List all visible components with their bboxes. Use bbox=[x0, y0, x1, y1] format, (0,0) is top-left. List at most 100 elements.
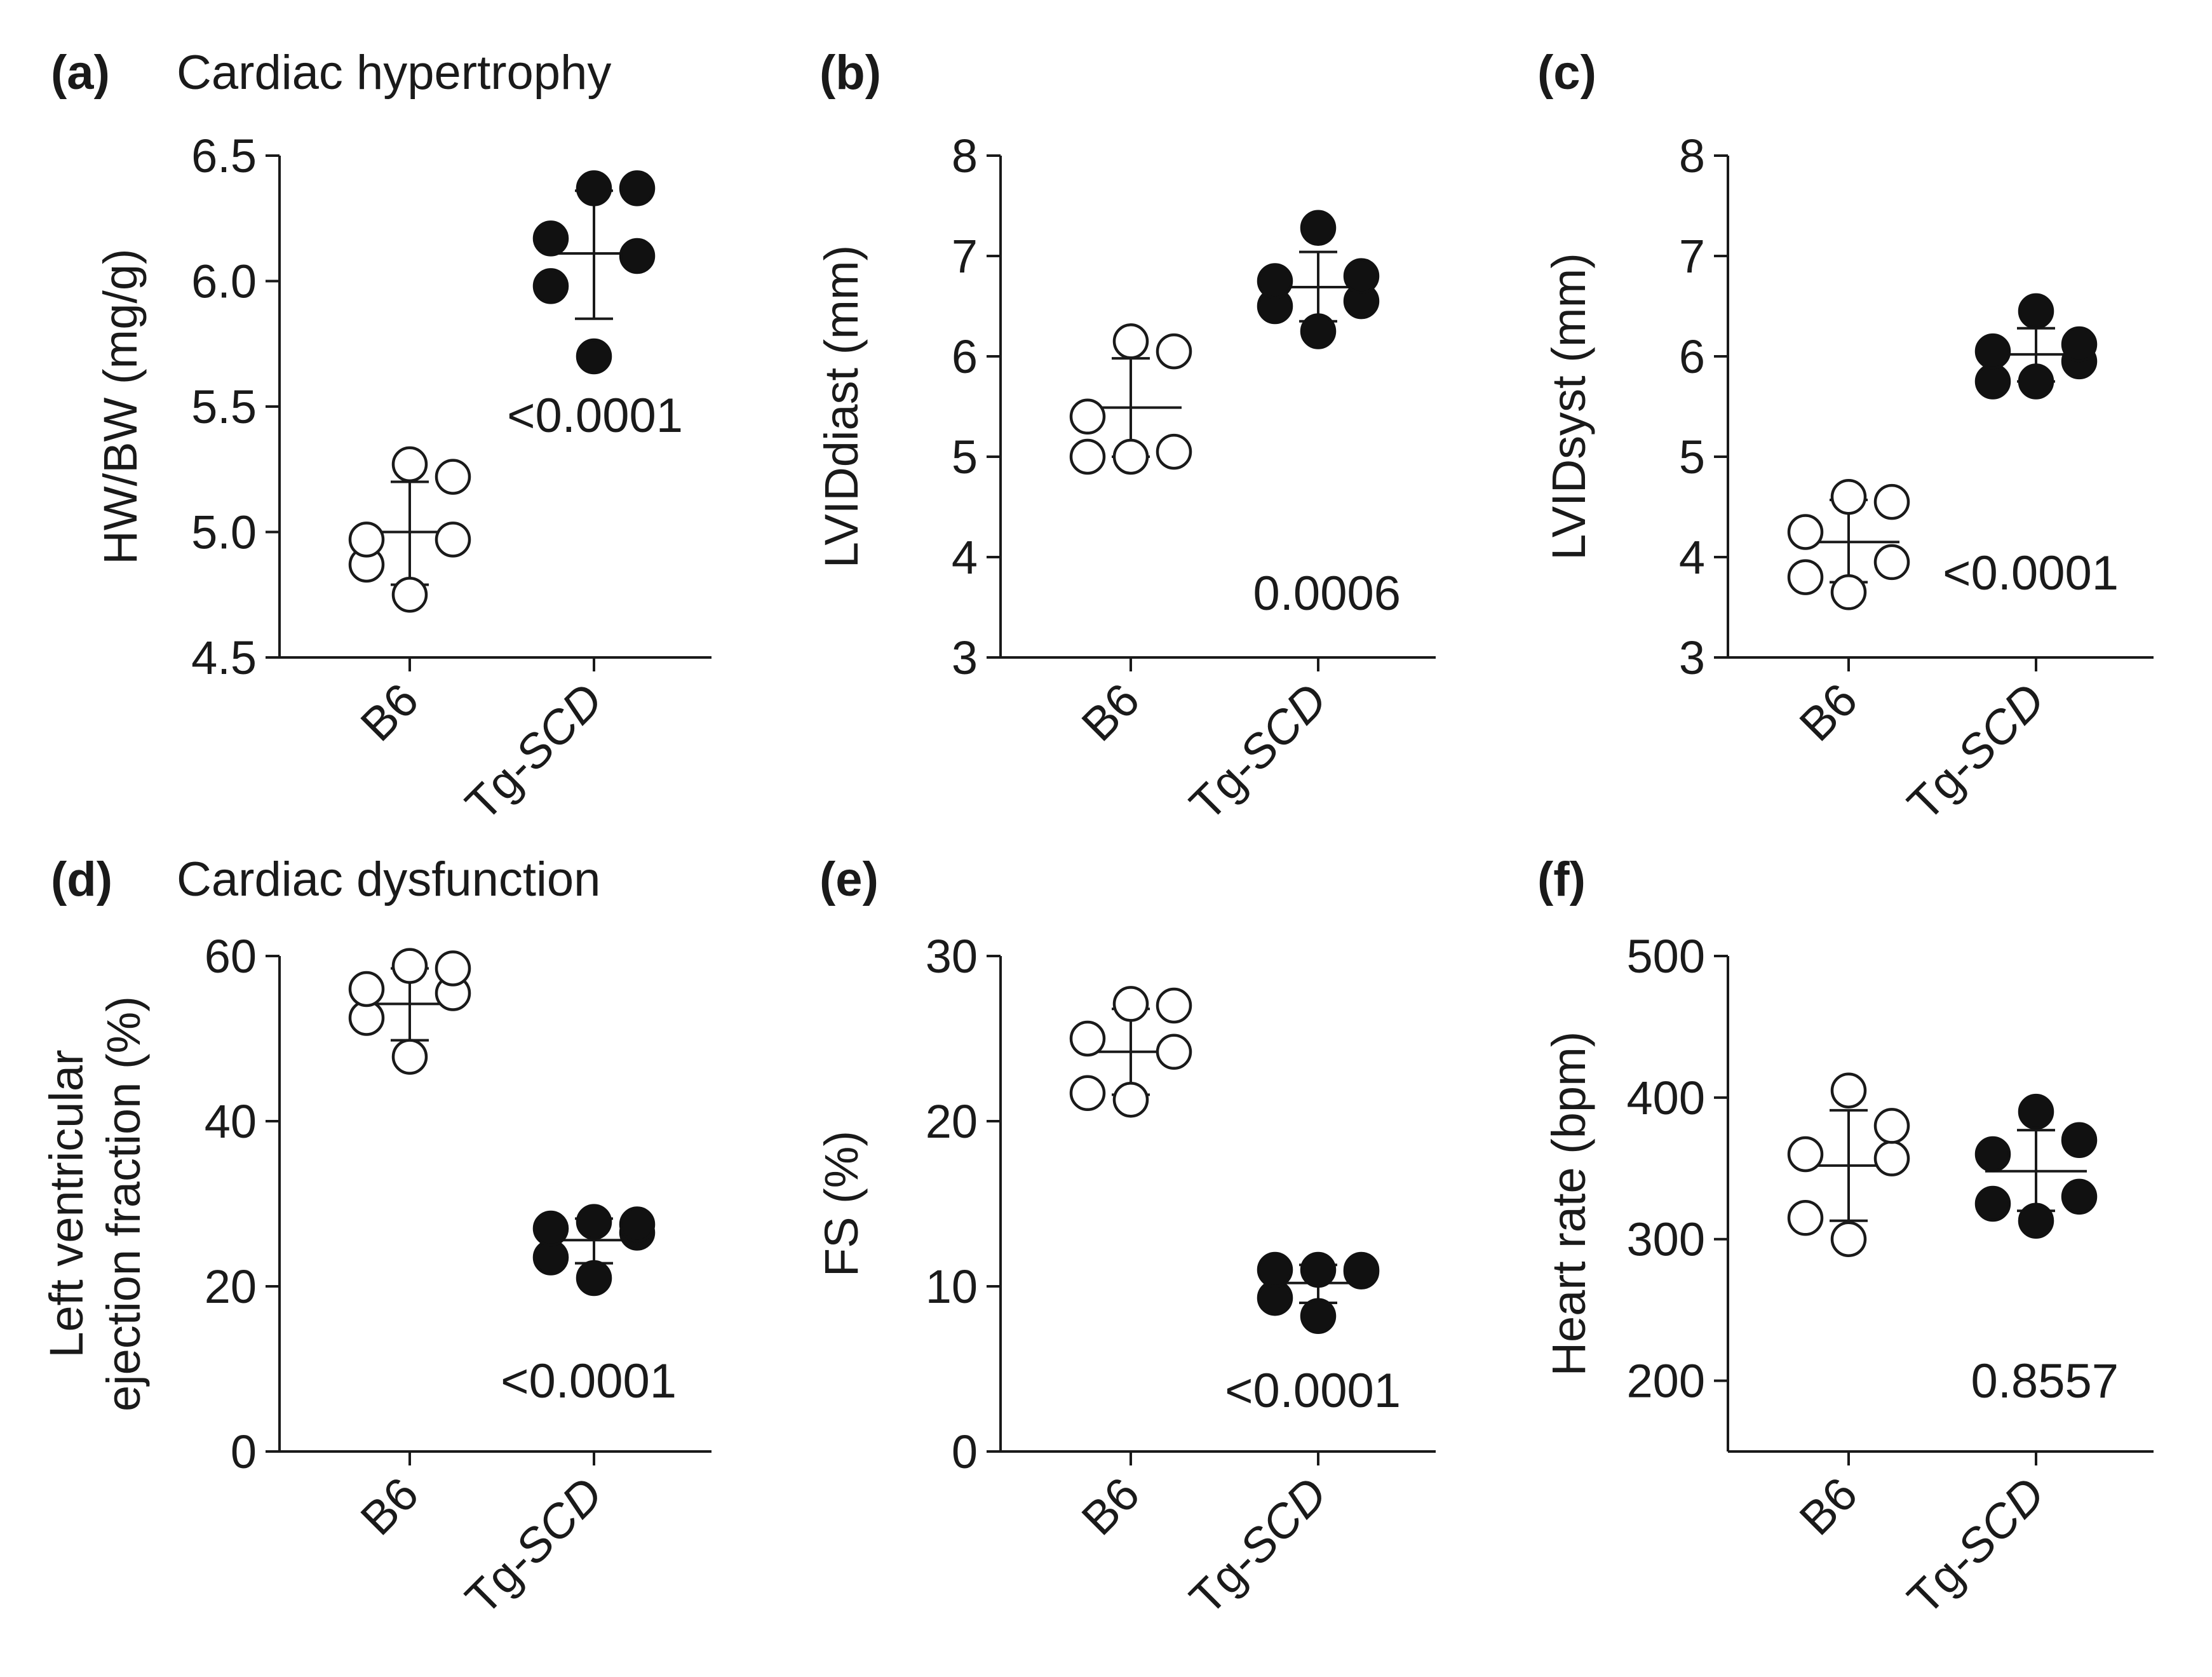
y-tick-label: 7 bbox=[1679, 230, 1705, 283]
y-tick-label: 5.0 bbox=[191, 506, 257, 559]
panel-a: (a) Cardiac hypertrophy 4.5 5.0 5.5 6.0 6.5 B6 T… bbox=[51, 46, 711, 830]
data-point-tg-scd bbox=[1300, 313, 1337, 349]
panel-d: (d) Cardiac dysfunction 0 20 40 60 B6 Tg-SCD Lef… bbox=[40, 852, 711, 1624]
data-point-tg-scd bbox=[576, 1260, 612, 1296]
data-point-b6 bbox=[1787, 1200, 1824, 1236]
data-point-b6 bbox=[1787, 559, 1824, 595]
data-point-tg-scd bbox=[2061, 1122, 2098, 1158]
data-point-tg-scd bbox=[619, 170, 656, 206]
x-tick-label: Tg-SCD bbox=[1898, 673, 2055, 831]
panel-e: (e) 0 10 20 30 B6 Tg-SCD FS (%) <0.0001 bbox=[815, 852, 1436, 1624]
data-point-tg-scd bbox=[576, 170, 612, 206]
p-value: <0.0001 bbox=[1943, 546, 2119, 600]
y-tick-label: 3 bbox=[1679, 631, 1705, 684]
data-point-b6 bbox=[435, 522, 471, 558]
p-value: <0.0001 bbox=[1225, 1364, 1401, 1418]
y-tick-label: 5 bbox=[952, 431, 978, 483]
data-point-tg-scd bbox=[2061, 326, 2098, 363]
data-point-b6 bbox=[1873, 483, 1910, 520]
y-tick-label: 30 bbox=[926, 930, 978, 983]
y-tick-label: 10 bbox=[926, 1260, 978, 1313]
panel-letter: (a) bbox=[51, 46, 110, 100]
data-point-tg-scd bbox=[1300, 1251, 1337, 1288]
y-tick-label: 6.0 bbox=[191, 255, 257, 308]
y-tick-label: 60 bbox=[205, 930, 257, 983]
data-point-b6 bbox=[1156, 333, 1192, 370]
x-tick-label: B6 bbox=[1790, 673, 1868, 751]
data-point-b6 bbox=[1112, 986, 1149, 1022]
y-tick-label: 6 bbox=[952, 330, 978, 383]
data-point-b6 bbox=[1830, 574, 1867, 610]
data-point-tg-scd bbox=[1343, 258, 1380, 294]
y-tick-label: 0 bbox=[952, 1425, 978, 1478]
panel-letter: (e) bbox=[819, 852, 879, 906]
data-point-tg-scd bbox=[1343, 1251, 1380, 1288]
y-tick-label: 40 bbox=[205, 1095, 257, 1148]
data-point-b6 bbox=[1112, 438, 1149, 475]
y-tick-label: 200 bbox=[1627, 1355, 1705, 1408]
data-point-tg-scd bbox=[1300, 1298, 1337, 1335]
y-axis-title: Left ventricular bbox=[40, 1049, 93, 1357]
panel-c: (c) 3 4 5 6 7 8 B6 Tg-SCD LVIDsyst (mm) <0.0001 bbox=[1537, 46, 2154, 830]
x-tick-label: Tg-SCD bbox=[1180, 1467, 1337, 1625]
data-point-b6 bbox=[391, 446, 428, 483]
x-tick-label: B6 bbox=[351, 673, 429, 751]
data-point-b6 bbox=[1873, 1140, 1910, 1176]
data-point-b6 bbox=[1156, 1034, 1192, 1070]
p-value: <0.0001 bbox=[501, 1354, 677, 1408]
panel-title: Cardiac hypertrophy bbox=[177, 46, 611, 100]
data-point-b6 bbox=[435, 459, 471, 495]
data-point-b6 bbox=[391, 948, 428, 984]
data-point-b6 bbox=[1787, 514, 1824, 550]
x-tick-label: B6 bbox=[1072, 1467, 1150, 1546]
p-value: 0.8557 bbox=[1971, 1354, 2119, 1408]
panel-b: (b) 3 4 5 6 7 8 B6 Tg-SCD LVIDdiast (mm) 0.0006 bbox=[815, 46, 1436, 830]
x-tick-label: B6 bbox=[351, 1467, 429, 1546]
y-axis-title: FS (%) bbox=[815, 1131, 868, 1277]
panel-letter: (b) bbox=[819, 46, 881, 100]
data-point-tg-scd bbox=[619, 238, 656, 274]
data-point-b6 bbox=[1873, 544, 1910, 581]
y-tick-label: 8 bbox=[1679, 130, 1705, 182]
data-point-b6 bbox=[1830, 1221, 1867, 1257]
x-tick-label: B6 bbox=[1072, 673, 1150, 751]
x-tick-label: Tg-SCD bbox=[1898, 1467, 2055, 1625]
panel-letter: (d) bbox=[51, 852, 112, 906]
data-point-tg-scd bbox=[2018, 1202, 2054, 1239]
data-point-tg-scd bbox=[2018, 293, 2054, 330]
data-point-tg-scd bbox=[532, 268, 569, 304]
data-point-tg-scd bbox=[1257, 263, 1293, 299]
y-tick-label: 8 bbox=[952, 130, 978, 182]
data-point-tg-scd bbox=[1974, 1185, 2011, 1222]
y-axis-title: LVIDsyst (mm) bbox=[1542, 253, 1595, 560]
y-tick-label: 3 bbox=[952, 631, 978, 684]
data-point-b6 bbox=[1112, 1081, 1149, 1118]
y-tick-label: 0 bbox=[231, 1425, 257, 1478]
data-point-b6 bbox=[1069, 438, 1106, 475]
x-tick-label: Tg-SCD bbox=[455, 1467, 613, 1625]
y-tick-label: 20 bbox=[205, 1260, 257, 1313]
data-point-tg-scd bbox=[1974, 363, 2011, 400]
data-point-b6 bbox=[1830, 1072, 1867, 1108]
y-tick-label: 4 bbox=[952, 531, 978, 584]
data-point-tg-scd bbox=[1974, 333, 2011, 370]
y-tick-label: 300 bbox=[1627, 1213, 1705, 1266]
y-axis-title: ejection fraction (%) bbox=[97, 996, 150, 1411]
x-tick-label: Tg-SCD bbox=[1180, 673, 1337, 831]
y-axis-title: LVIDdiast (mm) bbox=[815, 245, 868, 568]
data-point-b6 bbox=[1069, 398, 1106, 435]
panel-title: Cardiac dysfunction bbox=[177, 852, 600, 906]
panel-letter: (f) bbox=[1537, 852, 1586, 906]
data-point-b6 bbox=[391, 577, 428, 613]
data-point-b6 bbox=[1069, 1075, 1106, 1112]
data-point-tg-scd bbox=[1257, 1251, 1293, 1288]
panel-f: (f) 200 300 400 500 B6 Tg-SCD Heart rate (bpm) 0… bbox=[1537, 852, 2154, 1624]
data-point-b6 bbox=[391, 1039, 428, 1075]
y-tick-label: 6 bbox=[1679, 330, 1705, 383]
y-tick-label: 6.5 bbox=[191, 130, 257, 182]
p-value: <0.0001 bbox=[507, 389, 683, 443]
data-point-tg-scd bbox=[532, 1210, 569, 1247]
y-tick-label: 4 bbox=[1679, 531, 1705, 584]
y-tick-label: 5 bbox=[1679, 431, 1705, 483]
y-tick-label: 7 bbox=[952, 230, 978, 283]
